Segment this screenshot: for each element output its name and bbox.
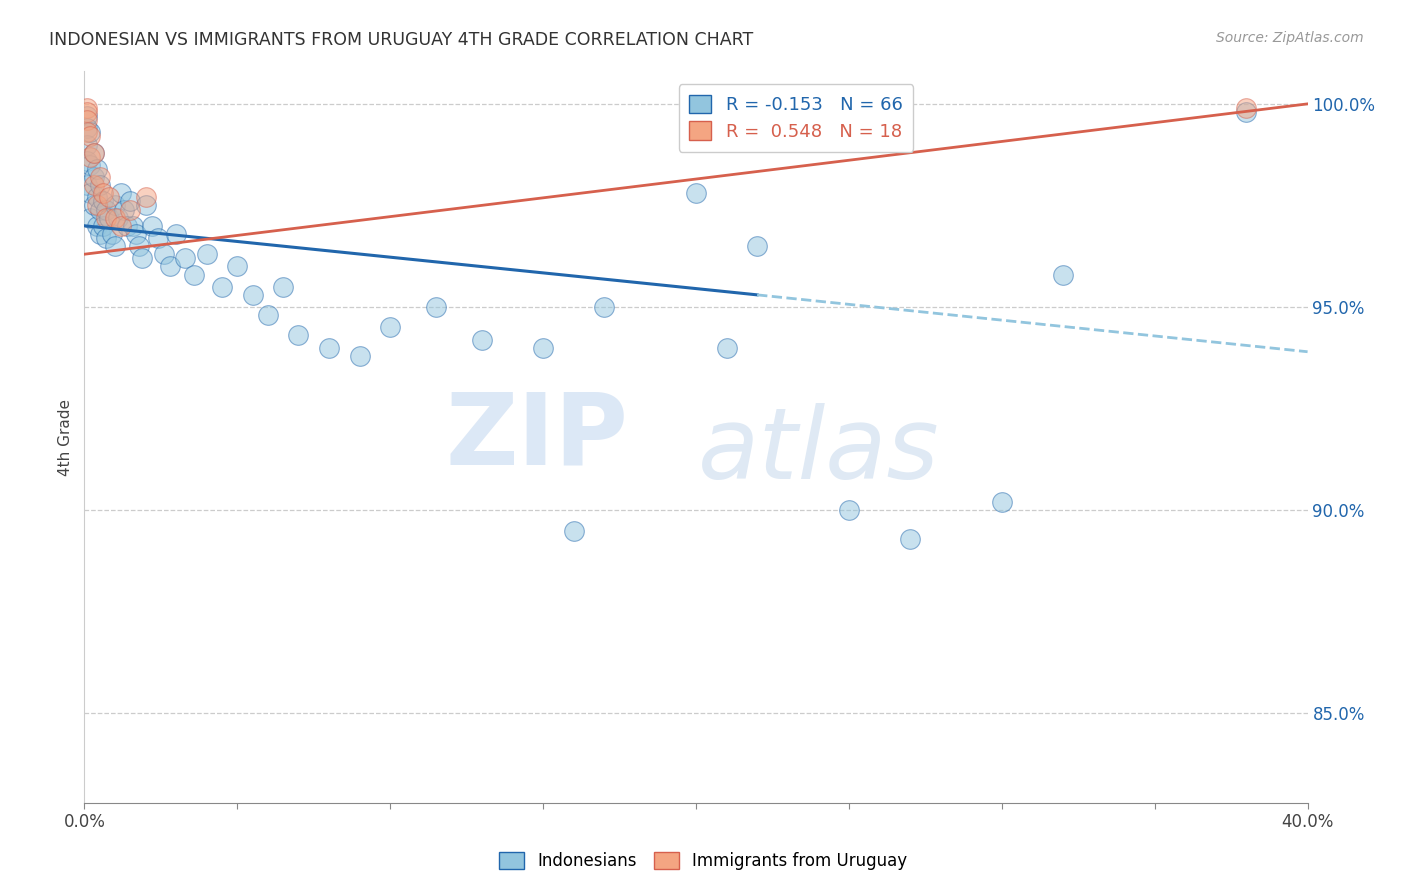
Point (1236, 105, 1258, 120)
Point (195, 247, 218, 261)
Point (349, 349, 371, 363)
Point (83, 198, 105, 212)
Point (76, 178, 98, 193)
Point (79, 186, 101, 201)
Point (91, 219, 114, 233)
Point (83, 169, 105, 184)
Point (76, 125, 98, 139)
Point (89, 202, 111, 217)
Point (76, 121, 98, 136)
Point (79, 125, 101, 139)
Point (120, 202, 142, 217)
Point (83, 178, 105, 193)
Point (120, 194, 142, 209)
Point (79, 158, 101, 172)
Legend: R = -0.153   N = 66, R =  0.548   N = 18: R = -0.153 N = 66, R = 0.548 N = 18 (679, 84, 914, 152)
Point (76, 137, 98, 152)
Point (747, 239, 769, 253)
Point (898, 532, 921, 546)
Point (318, 341, 340, 355)
Point (89, 227, 111, 241)
Point (83, 145, 105, 160)
Point (104, 211, 127, 225)
Point (593, 300, 616, 314)
Point (110, 219, 132, 233)
Point (83, 145, 105, 160)
Point (131, 252, 153, 266)
Point (242, 288, 264, 302)
Point (141, 219, 163, 233)
Text: INDONESIAN VS IMMIGRANTS FROM URUGUAY 4TH GRADE CORRELATION CHART: INDONESIAN VS IMMIGRANTS FROM URUGUAY 4T… (49, 31, 754, 49)
Point (531, 341, 554, 355)
Point (86, 161, 108, 176)
Point (89, 178, 111, 193)
Point (425, 300, 447, 314)
Point (86, 198, 108, 212)
Point (153, 247, 176, 261)
Point (226, 260, 249, 274)
Point (135, 198, 157, 212)
Point (76, 113, 98, 128)
Point (287, 328, 309, 343)
Point (128, 239, 150, 253)
Text: ZIP: ZIP (446, 389, 628, 485)
Text: atlas: atlas (697, 403, 939, 500)
Point (685, 186, 707, 201)
Point (97, 211, 120, 225)
Point (991, 495, 1014, 509)
Point (97, 190, 120, 204)
Point (112, 202, 135, 217)
Point (91, 186, 114, 201)
Point (257, 308, 280, 322)
Legend: Indonesians, Immigrants from Uruguay: Indonesians, Immigrants from Uruguay (492, 845, 914, 877)
Point (271, 279, 294, 293)
Point (89, 169, 111, 184)
Point (76, 101, 98, 115)
Point (135, 190, 157, 204)
Point (183, 268, 205, 282)
Text: Source: ZipAtlas.com: Source: ZipAtlas.com (1216, 31, 1364, 45)
Point (110, 186, 132, 201)
Point (716, 341, 738, 355)
Y-axis label: 4th Grade: 4th Grade (58, 399, 73, 475)
Point (1236, 101, 1258, 115)
Point (76, 153, 98, 168)
Point (79, 129, 101, 144)
Point (94, 211, 117, 225)
Point (79, 150, 101, 164)
Point (562, 524, 585, 538)
Point (107, 211, 129, 225)
Point (174, 252, 197, 266)
Point (122, 219, 145, 233)
Point (146, 231, 169, 245)
Point (104, 239, 127, 253)
Point (211, 279, 233, 293)
Point (94, 202, 117, 217)
Point (125, 227, 148, 241)
Point (104, 198, 127, 212)
Point (159, 260, 181, 274)
Point (471, 333, 494, 347)
Point (86, 190, 108, 204)
Point (76, 105, 98, 120)
Point (94, 231, 117, 245)
Point (91, 194, 114, 209)
Point (101, 227, 124, 241)
Point (380, 320, 402, 334)
Point (86, 219, 108, 233)
Point (1052, 268, 1074, 282)
Point (79, 211, 101, 225)
Point (115, 219, 138, 233)
Point (165, 227, 187, 241)
Point (838, 503, 860, 517)
Point (76, 109, 98, 123)
